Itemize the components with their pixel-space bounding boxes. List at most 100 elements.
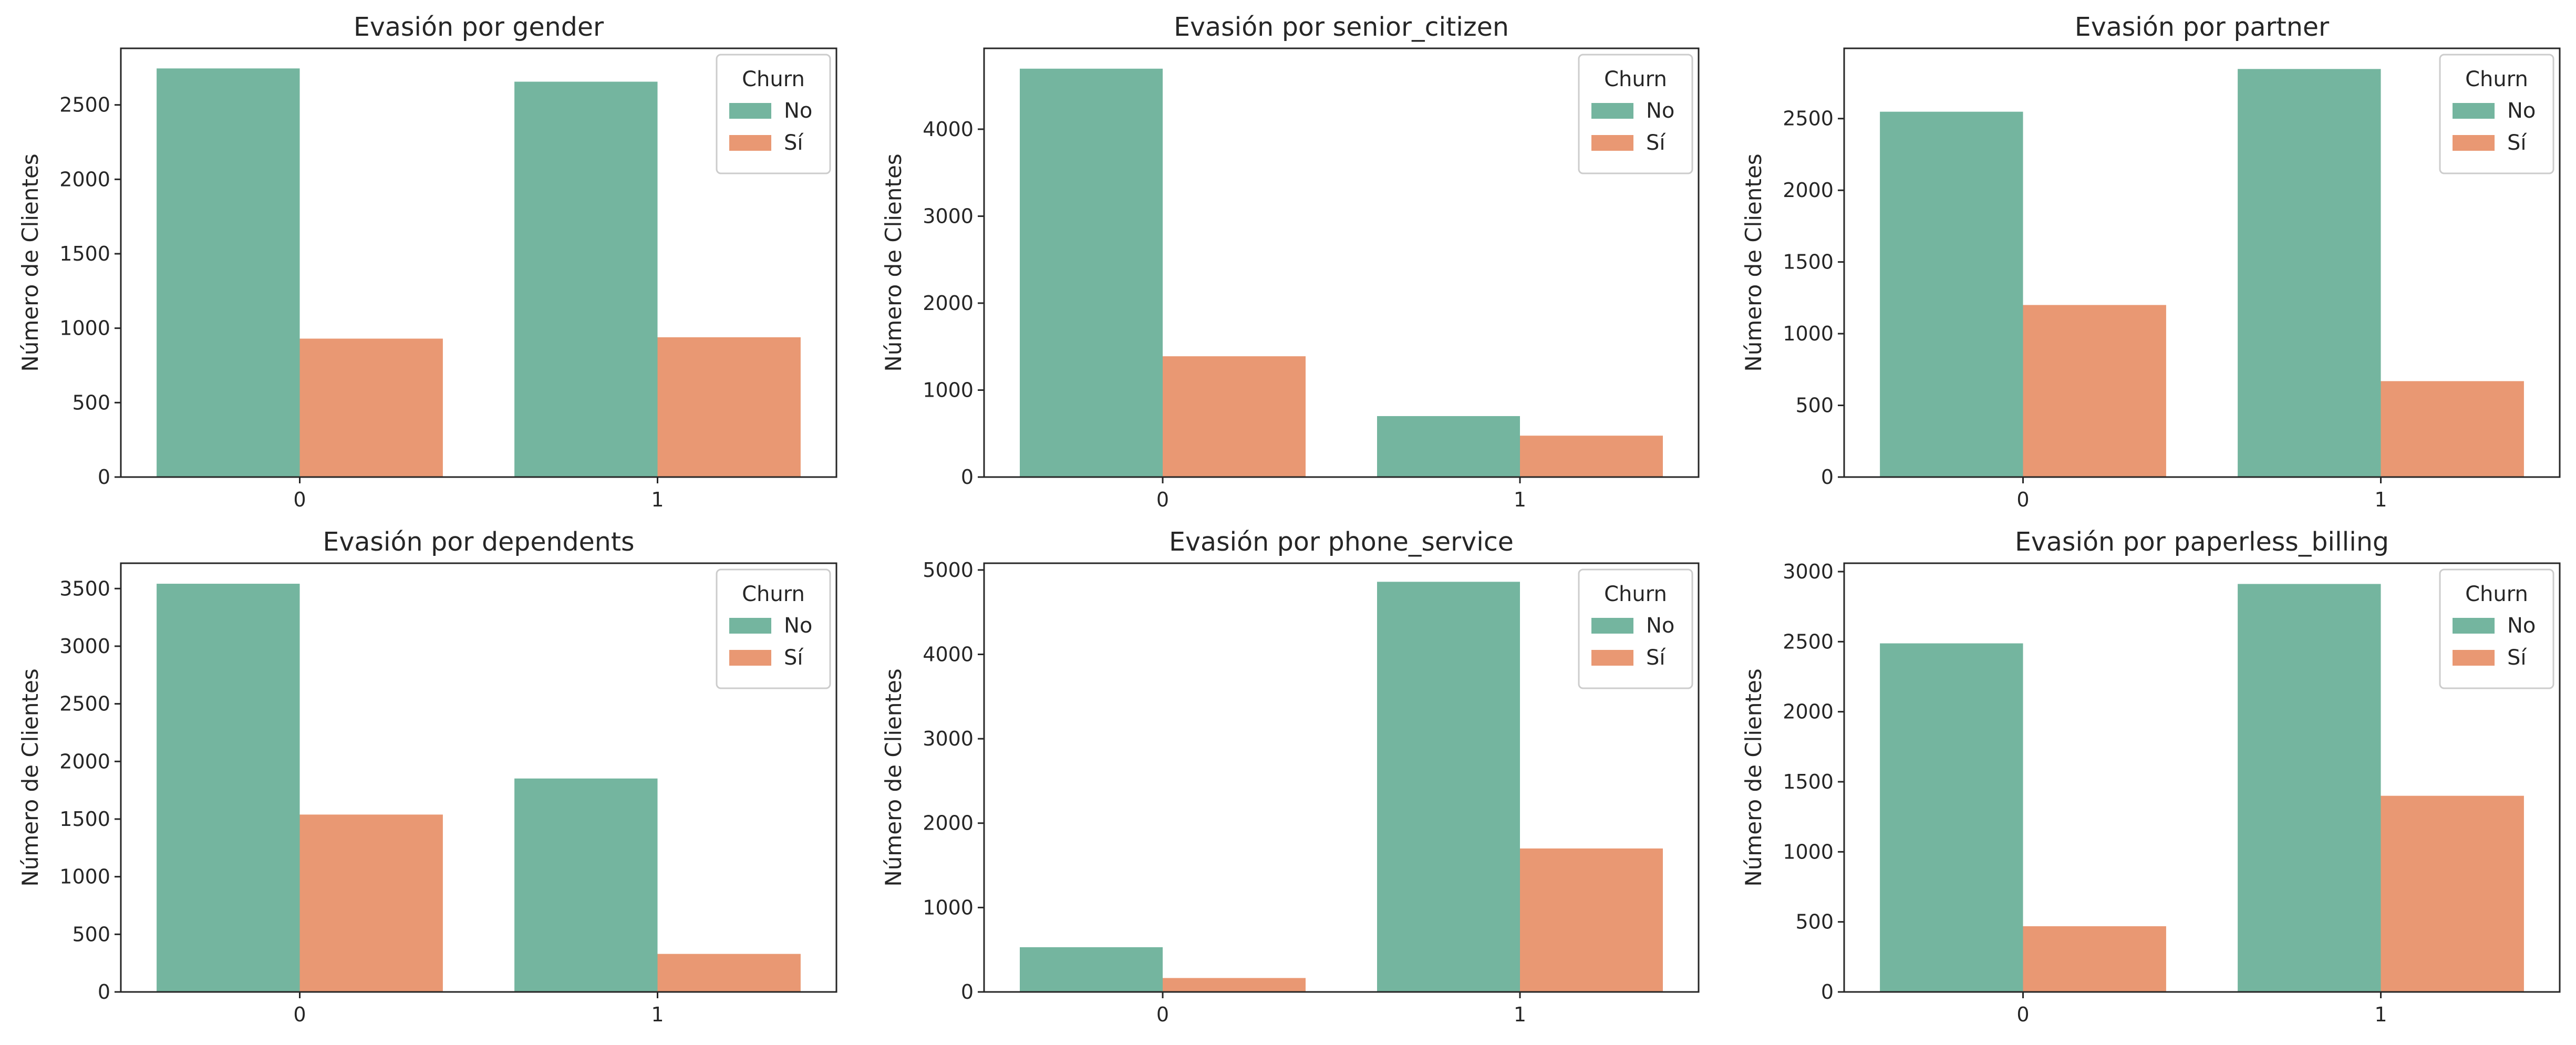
y-tick-label: 1000 (59, 865, 110, 888)
legend-entry: No (2507, 614, 2536, 638)
legend-swatch (1591, 103, 1633, 119)
y-tick-label: 1000 (59, 317, 110, 340)
x-tick-label: 1 (2374, 488, 2387, 511)
y-tick-label: 500 (1795, 911, 1834, 934)
legend-entry: Sí (2507, 646, 2527, 670)
y-tick-label: 1000 (923, 896, 974, 919)
bar-no-0 (1020, 68, 1163, 478)
y-tick-label: 3500 (59, 577, 110, 600)
subplot-1: 0 500 1000 1500 2000 2500 0 1 Evasión por gender… (17, 12, 837, 511)
legend-entry: Sí (1646, 131, 1666, 155)
x-tick-label: 0 (2016, 1003, 2029, 1026)
y-tick-label: 2000 (923, 812, 974, 835)
y-tick-label: 2000 (59, 750, 110, 773)
y-tick-label: 0 (961, 465, 974, 489)
bar-no-1 (514, 778, 658, 992)
bar-si-1 (2381, 795, 2524, 992)
y-tick-label: 2500 (1783, 630, 1834, 653)
bar-no-0 (157, 68, 300, 477)
x-tick-label: 1 (2374, 1003, 2387, 1026)
y-tick-label: 3000 (59, 635, 110, 658)
legend: Churn No Sí (716, 54, 831, 174)
y-tick-label: 2000 (59, 168, 110, 191)
chart-title: Evasión por partner (2075, 12, 2330, 42)
x-tick-label: 1 (651, 488, 664, 511)
bar-si-1 (657, 337, 801, 477)
y-axis-label: Número de Clientes (881, 668, 906, 886)
y-tick-label: 2000 (1783, 700, 1834, 723)
legend-swatch (2453, 650, 2495, 666)
legend-entry: No (1646, 99, 1674, 123)
bar-no-0 (1880, 111, 2023, 477)
legend-swatch (729, 103, 771, 119)
bar-si-1 (2381, 381, 2524, 477)
y-tick-label: 500 (72, 923, 110, 946)
subplot-2: 0 1000 2000 3000 4000 0 1 Evasión por senior_ci… (881, 12, 1700, 511)
bar-si-0 (2023, 305, 2166, 477)
legend-swatch (729, 618, 771, 634)
legend: Churn No Sí (2439, 54, 2554, 174)
legend-title: Churn (2465, 582, 2528, 606)
legend-entry: Sí (784, 131, 804, 155)
legend-title: Churn (742, 67, 805, 91)
y-tick-label: 1000 (923, 378, 974, 401)
bar-no-1 (514, 81, 658, 477)
axes-frame (983, 562, 1700, 993)
bar-no-0 (1880, 643, 2023, 992)
legend-entry: No (1646, 614, 1674, 638)
y-tick-label: 1500 (1783, 770, 1834, 793)
y-tick-label: 1500 (1783, 251, 1834, 274)
legend: Churn No Sí (716, 568, 831, 689)
y-tick-label: 3000 (923, 204, 974, 227)
legend-swatch (1591, 135, 1633, 151)
y-axis-label: Número de Clientes (1741, 668, 1766, 886)
legend-swatch (1591, 650, 1633, 666)
legend-swatch (2453, 618, 2495, 634)
axes-frame (120, 562, 837, 993)
bar-no-1 (2238, 69, 2381, 477)
legend-entry: No (784, 614, 812, 638)
x-tick-label: 0 (2016, 488, 2029, 511)
y-tick-label: 2500 (59, 692, 110, 716)
y-tick-label: 2000 (1783, 179, 1834, 202)
y-tick-label: 0 (98, 980, 110, 1003)
y-tick-label: 5000 (923, 558, 974, 582)
y-tick-label: 4000 (923, 118, 974, 141)
y-axis-label: Número de Clientes (881, 153, 906, 371)
y-tick-label: 1000 (1783, 840, 1834, 863)
subplot-4: 0 500 1000 1500 2000 2500 3000 3500 0 1 Evasión po… (17, 527, 837, 1026)
bar-si-0 (299, 814, 443, 992)
legend: Churn No Sí (2439, 568, 2554, 689)
axes-frame (983, 47, 1700, 478)
bar-si-0 (2023, 926, 2166, 992)
y-tick-label: 4000 (923, 643, 974, 666)
x-tick-label: 0 (1156, 488, 1169, 511)
x-tick-label: 0 (1156, 1003, 1169, 1026)
legend: Churn No Sí (1578, 54, 1693, 174)
y-tick-label: 2500 (59, 94, 110, 117)
legend-swatch (2453, 135, 2495, 151)
y-axis-label: Número de Clientes (1741, 153, 1766, 371)
y-axis-label: Número de Clientes (17, 153, 43, 371)
subplot-3: 0 500 1000 1500 2000 2500 0 1 Evasión por partne… (1741, 12, 2561, 511)
legend-entry: No (784, 99, 812, 123)
subplot-6: 0 500 1000 1500 2000 2500 3000 0 1 Evasión por pa… (1741, 527, 2561, 1026)
chart-title: Evasión por gender (354, 12, 604, 42)
chart-title: Evasión por senior_citizen (1174, 12, 1509, 42)
axes-frame (120, 47, 837, 478)
legend-title: Churn (1604, 582, 1667, 606)
bar-si-0 (1163, 356, 1306, 477)
legend-entry: Sí (1646, 646, 1666, 670)
chart-title: Evasión por paperless_billing (2015, 527, 2389, 557)
y-tick-label: 1000 (1783, 322, 1834, 345)
bar-no-1 (2238, 584, 2381, 992)
legend-swatch (1591, 618, 1633, 634)
y-axis-label: Número de Clientes (17, 668, 43, 886)
y-tick-label: 0 (98, 465, 110, 489)
y-tick-label: 500 (72, 391, 110, 414)
legend-title: Churn (742, 582, 805, 606)
y-tick-label: 1500 (59, 242, 110, 265)
y-tick-label: 3000 (923, 727, 974, 750)
legend-entry: Sí (2507, 131, 2527, 155)
